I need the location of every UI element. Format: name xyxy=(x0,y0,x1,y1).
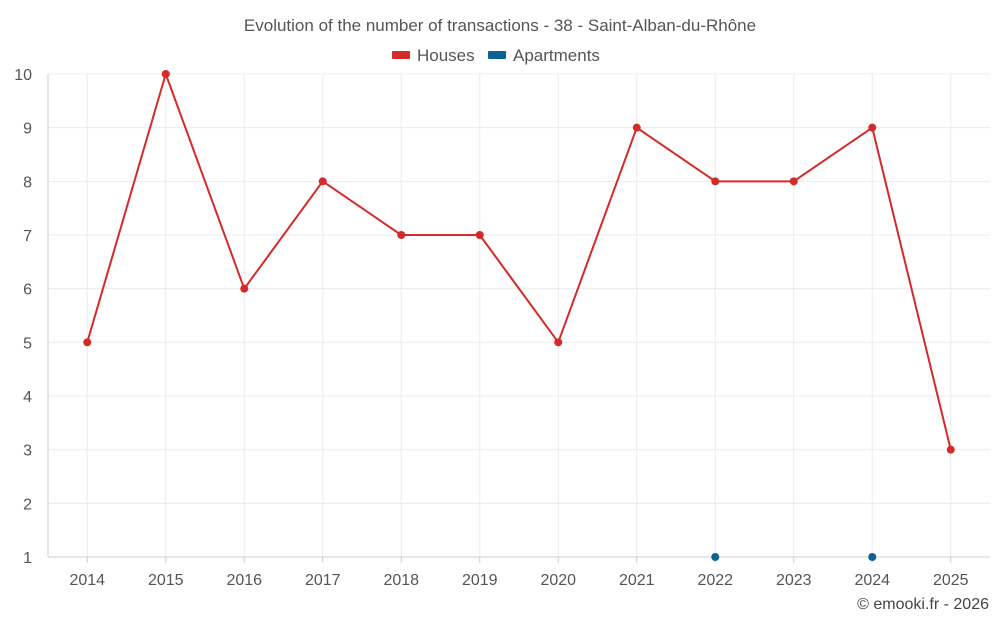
data-point-houses-2021[interactable]: Houses 2021: 9 xyxy=(632,123,641,132)
axes: 1 2 3 4 5 6 7 8 9 10 2014 2015 2016 2017 2018 2019 2020 2… xyxy=(14,67,990,589)
x-tick-label: 2022 xyxy=(697,572,733,589)
data-point-houses-2023[interactable]: Houses 2023: 8 xyxy=(789,177,798,186)
x-tick-label: 2017 xyxy=(305,572,341,589)
data-point-houses-2018[interactable]: Houses 2018: 7 xyxy=(397,231,406,239)
x-tick-label: 2021 xyxy=(619,572,655,589)
data-point-apartments-2022[interactable]: Apartments 2022: 1 xyxy=(711,553,720,561)
x-tick-label: 2014 xyxy=(69,572,105,589)
y-tick-label: 4 xyxy=(23,389,32,406)
y-tick-label: 3 xyxy=(23,443,32,460)
x-tick-label: 2020 xyxy=(540,572,576,589)
data-point-houses-2015[interactable]: Houses 2015: 10 xyxy=(161,70,170,78)
y-tick-label: 6 xyxy=(23,282,32,299)
data-point-houses-2016[interactable]: Houses 2016: 6 xyxy=(240,284,249,293)
credit-text: © emooki.fr - 2026 xyxy=(857,596,989,613)
y-tick-label: 1 xyxy=(23,550,32,567)
y-tick-label: 5 xyxy=(23,335,32,352)
y-tick-label: 2 xyxy=(23,496,32,513)
series-line-houses xyxy=(86,73,952,450)
data-point-houses-2025[interactable]: Houses 2025: 3 xyxy=(946,445,955,454)
x-tick-label: 2025 xyxy=(933,572,969,589)
data-point-apartments-2024[interactable]: Apartments 2024: 1 xyxy=(868,553,877,561)
data-point-houses-2019[interactable]: Houses 2019: 7 xyxy=(475,231,484,239)
legend-swatch-apartments xyxy=(488,51,506,59)
legend-label-houses: Houses xyxy=(417,46,475,65)
grid xyxy=(48,73,990,557)
legend: Houses Apartments xyxy=(392,46,600,65)
legend-item-houses[interactable]: Houses xyxy=(392,46,475,65)
y-tick-label: 7 xyxy=(23,228,32,245)
series: Houses 2014: 5 Houses 2015: 10 Houses 2016… xyxy=(83,70,955,561)
x-tick-label: 2016 xyxy=(226,572,262,589)
data-point-houses-2020[interactable]: Houses 2020: 5 xyxy=(554,338,563,347)
data-point-houses-2017[interactable]: Houses 2017: 8 xyxy=(318,177,327,186)
x-tick-label: 2019 xyxy=(462,572,498,589)
chart-title: Evolution of the number of transactions … xyxy=(244,16,756,35)
y-tick-label: 8 xyxy=(23,174,32,191)
legend-swatch-houses xyxy=(392,51,410,59)
y-tick-label: 10 xyxy=(14,67,32,84)
data-point-houses-2024[interactable]: Houses 2024: 9 xyxy=(868,123,877,132)
x-tick-label: 2024 xyxy=(854,572,890,589)
data-point-houses-2022[interactable]: Houses 2022: 8 xyxy=(711,177,720,186)
x-tick-label: 2023 xyxy=(776,572,812,589)
x-tick-label: 2015 xyxy=(148,572,184,589)
legend-label-apartments: Apartments xyxy=(513,46,600,65)
legend-item-apartments[interactable]: Apartments xyxy=(488,46,600,65)
y-tick-label: 9 xyxy=(23,121,32,138)
x-tick-label: 2018 xyxy=(383,572,419,589)
data-point-houses-2014[interactable]: Houses 2014: 5 xyxy=(83,338,92,347)
